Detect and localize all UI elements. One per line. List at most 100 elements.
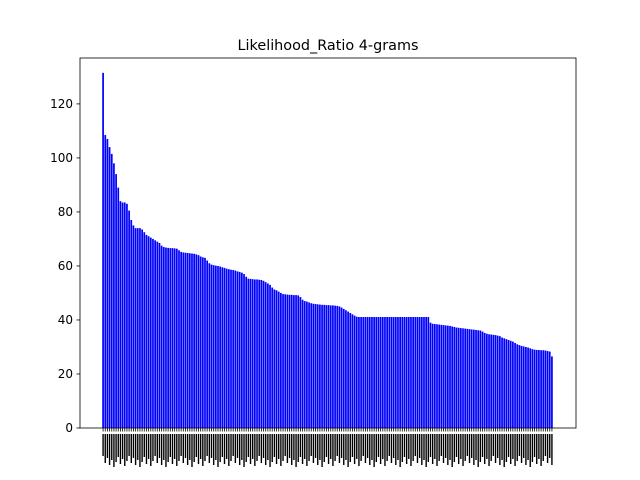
bar <box>442 325 445 428</box>
bar <box>362 317 365 428</box>
bar <box>139 228 141 428</box>
bar <box>397 317 399 428</box>
bar <box>349 312 352 428</box>
bar <box>345 310 347 428</box>
bar <box>377 317 380 428</box>
bar <box>548 351 551 428</box>
bar <box>295 295 297 428</box>
bar <box>243 274 245 428</box>
bar <box>240 272 243 428</box>
bar <box>522 346 525 428</box>
bar <box>312 303 315 428</box>
bar <box>251 279 254 428</box>
bar <box>319 304 321 428</box>
bar <box>436 324 438 428</box>
bar <box>388 317 391 428</box>
bar <box>260 280 263 428</box>
bar <box>358 317 360 428</box>
bar <box>416 317 419 428</box>
bar <box>466 328 469 428</box>
bar <box>379 317 382 428</box>
bar <box>492 334 495 428</box>
bar <box>405 317 408 428</box>
bar <box>366 317 369 428</box>
bar <box>208 263 211 428</box>
bar <box>162 247 165 428</box>
bar <box>175 248 178 428</box>
bar <box>247 278 250 428</box>
bar <box>145 234 148 428</box>
bar <box>483 332 486 428</box>
bar <box>277 291 280 428</box>
bar <box>290 294 293 428</box>
bar <box>342 308 345 428</box>
bar <box>407 317 410 428</box>
y-tick-label: 100 <box>50 151 73 165</box>
bar <box>488 334 490 428</box>
bar <box>394 317 397 428</box>
x-axis-ticks <box>102 428 553 467</box>
bar <box>546 351 549 428</box>
bar <box>182 252 185 428</box>
bar <box>123 202 126 428</box>
bar <box>152 238 154 428</box>
y-tick-label: 20 <box>58 367 73 381</box>
bar <box>427 317 430 428</box>
bar <box>535 349 538 428</box>
bar <box>106 139 109 428</box>
bar <box>503 338 506 428</box>
bar <box>329 305 332 428</box>
bar <box>403 317 406 428</box>
bar <box>156 241 159 428</box>
y-tick-label: 0 <box>65 421 73 435</box>
bar <box>264 282 267 428</box>
bar <box>481 331 484 428</box>
bar <box>217 265 219 428</box>
bar <box>327 305 330 428</box>
bar <box>188 253 191 428</box>
bar <box>321 304 323 428</box>
bar <box>433 324 436 428</box>
bar <box>429 322 432 428</box>
bar <box>143 232 146 428</box>
bar <box>219 266 222 428</box>
bar <box>147 236 150 428</box>
bar-series <box>102 72 553 428</box>
bar <box>210 264 213 428</box>
bar <box>538 349 540 428</box>
bar <box>551 356 553 428</box>
bar <box>141 229 143 428</box>
bar <box>347 311 349 428</box>
chart-title: Likelihood_Ratio 4-grams <box>238 38 419 54</box>
bar <box>332 305 334 428</box>
bar <box>516 344 519 428</box>
bar <box>119 201 122 428</box>
bar <box>414 317 417 428</box>
bar <box>258 279 261 428</box>
bar <box>225 268 228 428</box>
bar <box>505 339 508 428</box>
bar <box>249 278 252 428</box>
plot-area-frame <box>79 57 577 429</box>
bar <box>399 317 401 428</box>
bar <box>462 328 464 428</box>
bar <box>420 317 423 428</box>
bar <box>314 304 317 428</box>
bar <box>204 257 206 428</box>
bar <box>371 317 373 428</box>
bar <box>527 347 529 428</box>
bar <box>479 330 482 428</box>
bar <box>267 283 269 428</box>
bar <box>269 284 271 428</box>
bar <box>121 202 124 428</box>
bar <box>540 350 542 428</box>
bar <box>115 174 117 428</box>
bar <box>423 317 425 428</box>
bar <box>514 342 516 428</box>
bar <box>193 253 196 428</box>
bar <box>340 307 343 428</box>
bar <box>160 245 163 428</box>
y-tick-label: 40 <box>58 313 73 327</box>
bar <box>459 328 462 428</box>
bar <box>134 228 137 428</box>
